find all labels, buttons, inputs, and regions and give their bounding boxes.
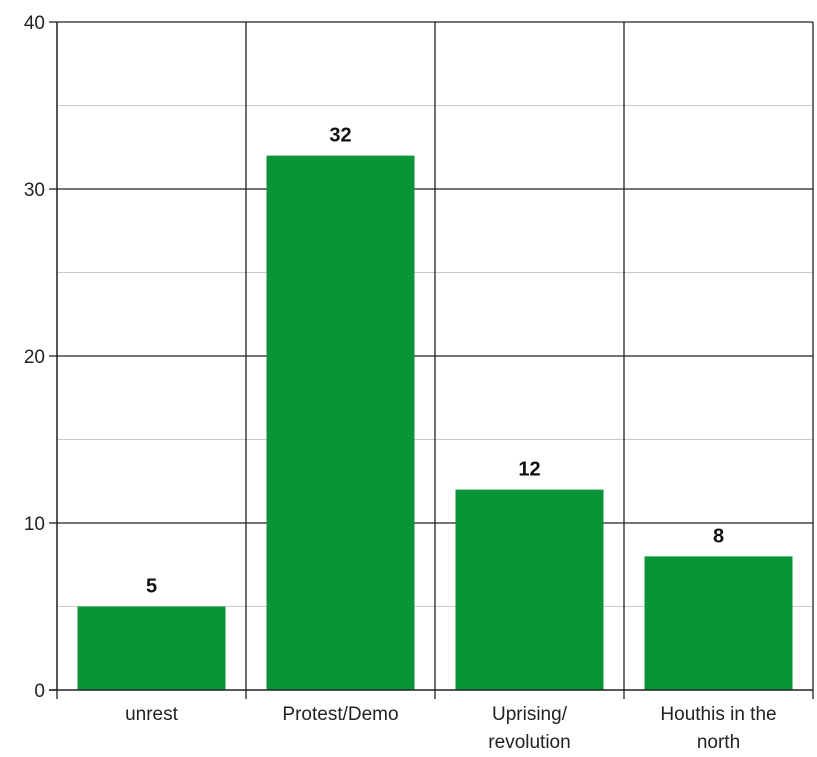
y-tick-label: 10 xyxy=(24,514,45,535)
x-category-label-line: Houthis in the xyxy=(660,704,776,725)
bar xyxy=(644,556,793,690)
x-category-label-line: north xyxy=(697,732,740,753)
bar-value-label: 8 xyxy=(713,525,724,547)
x-category-label-line: revolution xyxy=(488,732,570,753)
x-category-label-line: Uprising/ xyxy=(492,704,568,725)
major-gridlines xyxy=(57,21,814,690)
bar xyxy=(266,155,415,691)
bar-value-label: 5 xyxy=(146,576,157,598)
x-category-label: Houthis in the north xyxy=(660,704,776,753)
y-tick-label: 30 xyxy=(24,180,45,201)
bar-value-label: 32 xyxy=(329,125,351,147)
bar-value-label: 12 xyxy=(518,459,540,481)
bars xyxy=(77,155,793,691)
x-category-label-line: unrest xyxy=(125,704,179,725)
x-category-label: Protest/Demo xyxy=(282,704,398,725)
x-category-label-line: Protest/Demo xyxy=(282,704,398,725)
y-tick-label: 0 xyxy=(34,681,45,702)
labels: 0 10 20 30 40 5 unrest 32 Protest/Demo 12 Uprising… xyxy=(24,13,777,753)
y-tick-label: 40 xyxy=(24,13,45,34)
bar xyxy=(455,489,604,690)
y-tick-label: 20 xyxy=(24,347,45,368)
axes xyxy=(49,21,814,699)
bar xyxy=(77,606,226,690)
x-category-label: unrest xyxy=(125,704,179,725)
x-category-label: Uprising/revolution xyxy=(488,704,570,753)
